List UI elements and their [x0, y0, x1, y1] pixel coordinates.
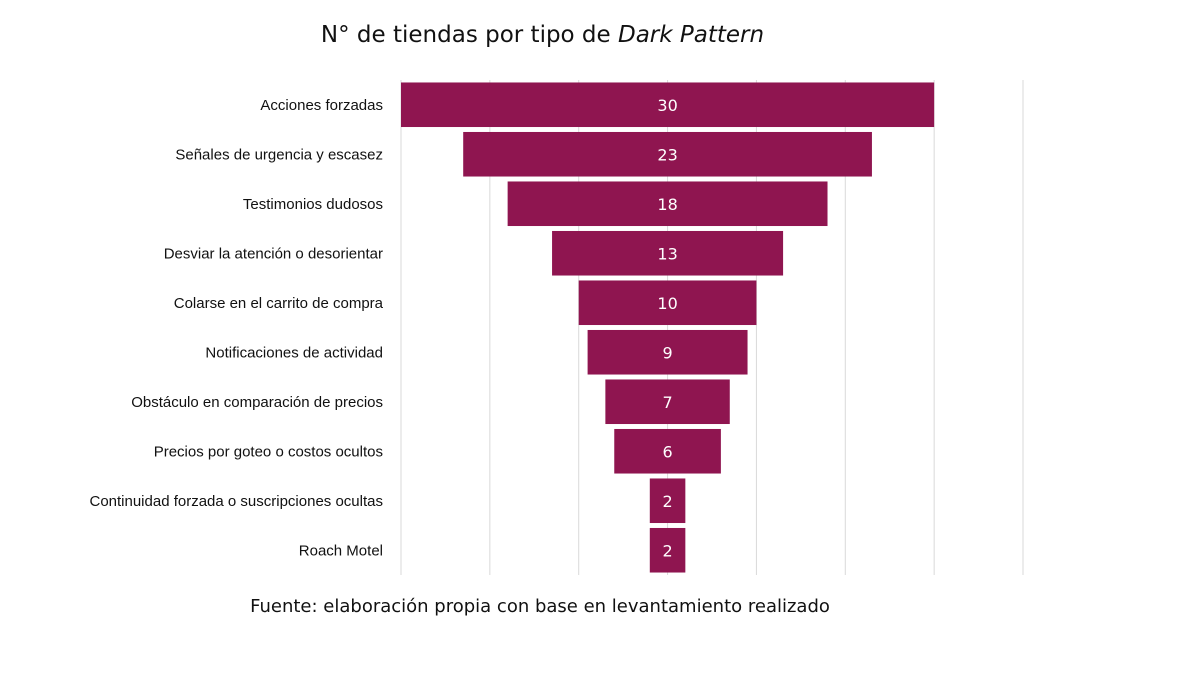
- data-label: 6: [662, 442, 672, 461]
- category-label: Continuidad forzada o suscripciones ocul…: [89, 493, 383, 510]
- category-label: Colarse en el carrito de compra: [174, 295, 384, 312]
- category-label: Precios por goteo o costos ocultos: [154, 443, 383, 460]
- data-label: 18: [657, 195, 677, 214]
- bars: 30 23 18 13 10 9 7 6 2 2: [401, 82, 935, 573]
- category-label: Acciones forzadas: [260, 97, 383, 114]
- data-label: 30: [657, 96, 677, 115]
- bar: [587, 329, 748, 375]
- bar: [614, 428, 721, 474]
- category-label: Notificaciones de actividad: [205, 344, 383, 361]
- bar: [649, 478, 686, 524]
- data-label: 2: [662, 541, 672, 560]
- bar: [552, 230, 784, 276]
- data-label: 7: [662, 393, 672, 412]
- category-label: Desviar la atención o desorientar: [164, 245, 383, 262]
- data-label: 23: [657, 145, 677, 164]
- category-label: Testimonios dudosos: [243, 196, 383, 213]
- category-labels: Acciones forzadas Señales de urgencia y e…: [89, 97, 383, 560]
- bar: [578, 280, 757, 326]
- bar: [401, 82, 935, 128]
- source-note: Fuente: elaboración propia con base en l…: [250, 596, 830, 617]
- category-label: Roach Motel: [299, 542, 383, 559]
- category-label: Señales de urgencia y escasez: [175, 146, 383, 163]
- data-label: 9: [662, 343, 672, 362]
- chart-title-emphasis: Dark Pattern: [618, 22, 765, 48]
- bar: [649, 527, 686, 573]
- chart-title: N° de tiendas por tipo de Dark Pattern: [0, 22, 1085, 48]
- chart-title-prefix: N° de tiendas por tipo de: [320, 22, 618, 48]
- bar: [463, 131, 872, 177]
- data-label: 13: [657, 244, 677, 263]
- bar: [507, 181, 828, 227]
- data-label: 2: [662, 492, 672, 511]
- bar: [605, 379, 730, 425]
- category-label: Obstáculo en comparación de precios: [131, 394, 383, 411]
- data-label: 10: [657, 294, 677, 313]
